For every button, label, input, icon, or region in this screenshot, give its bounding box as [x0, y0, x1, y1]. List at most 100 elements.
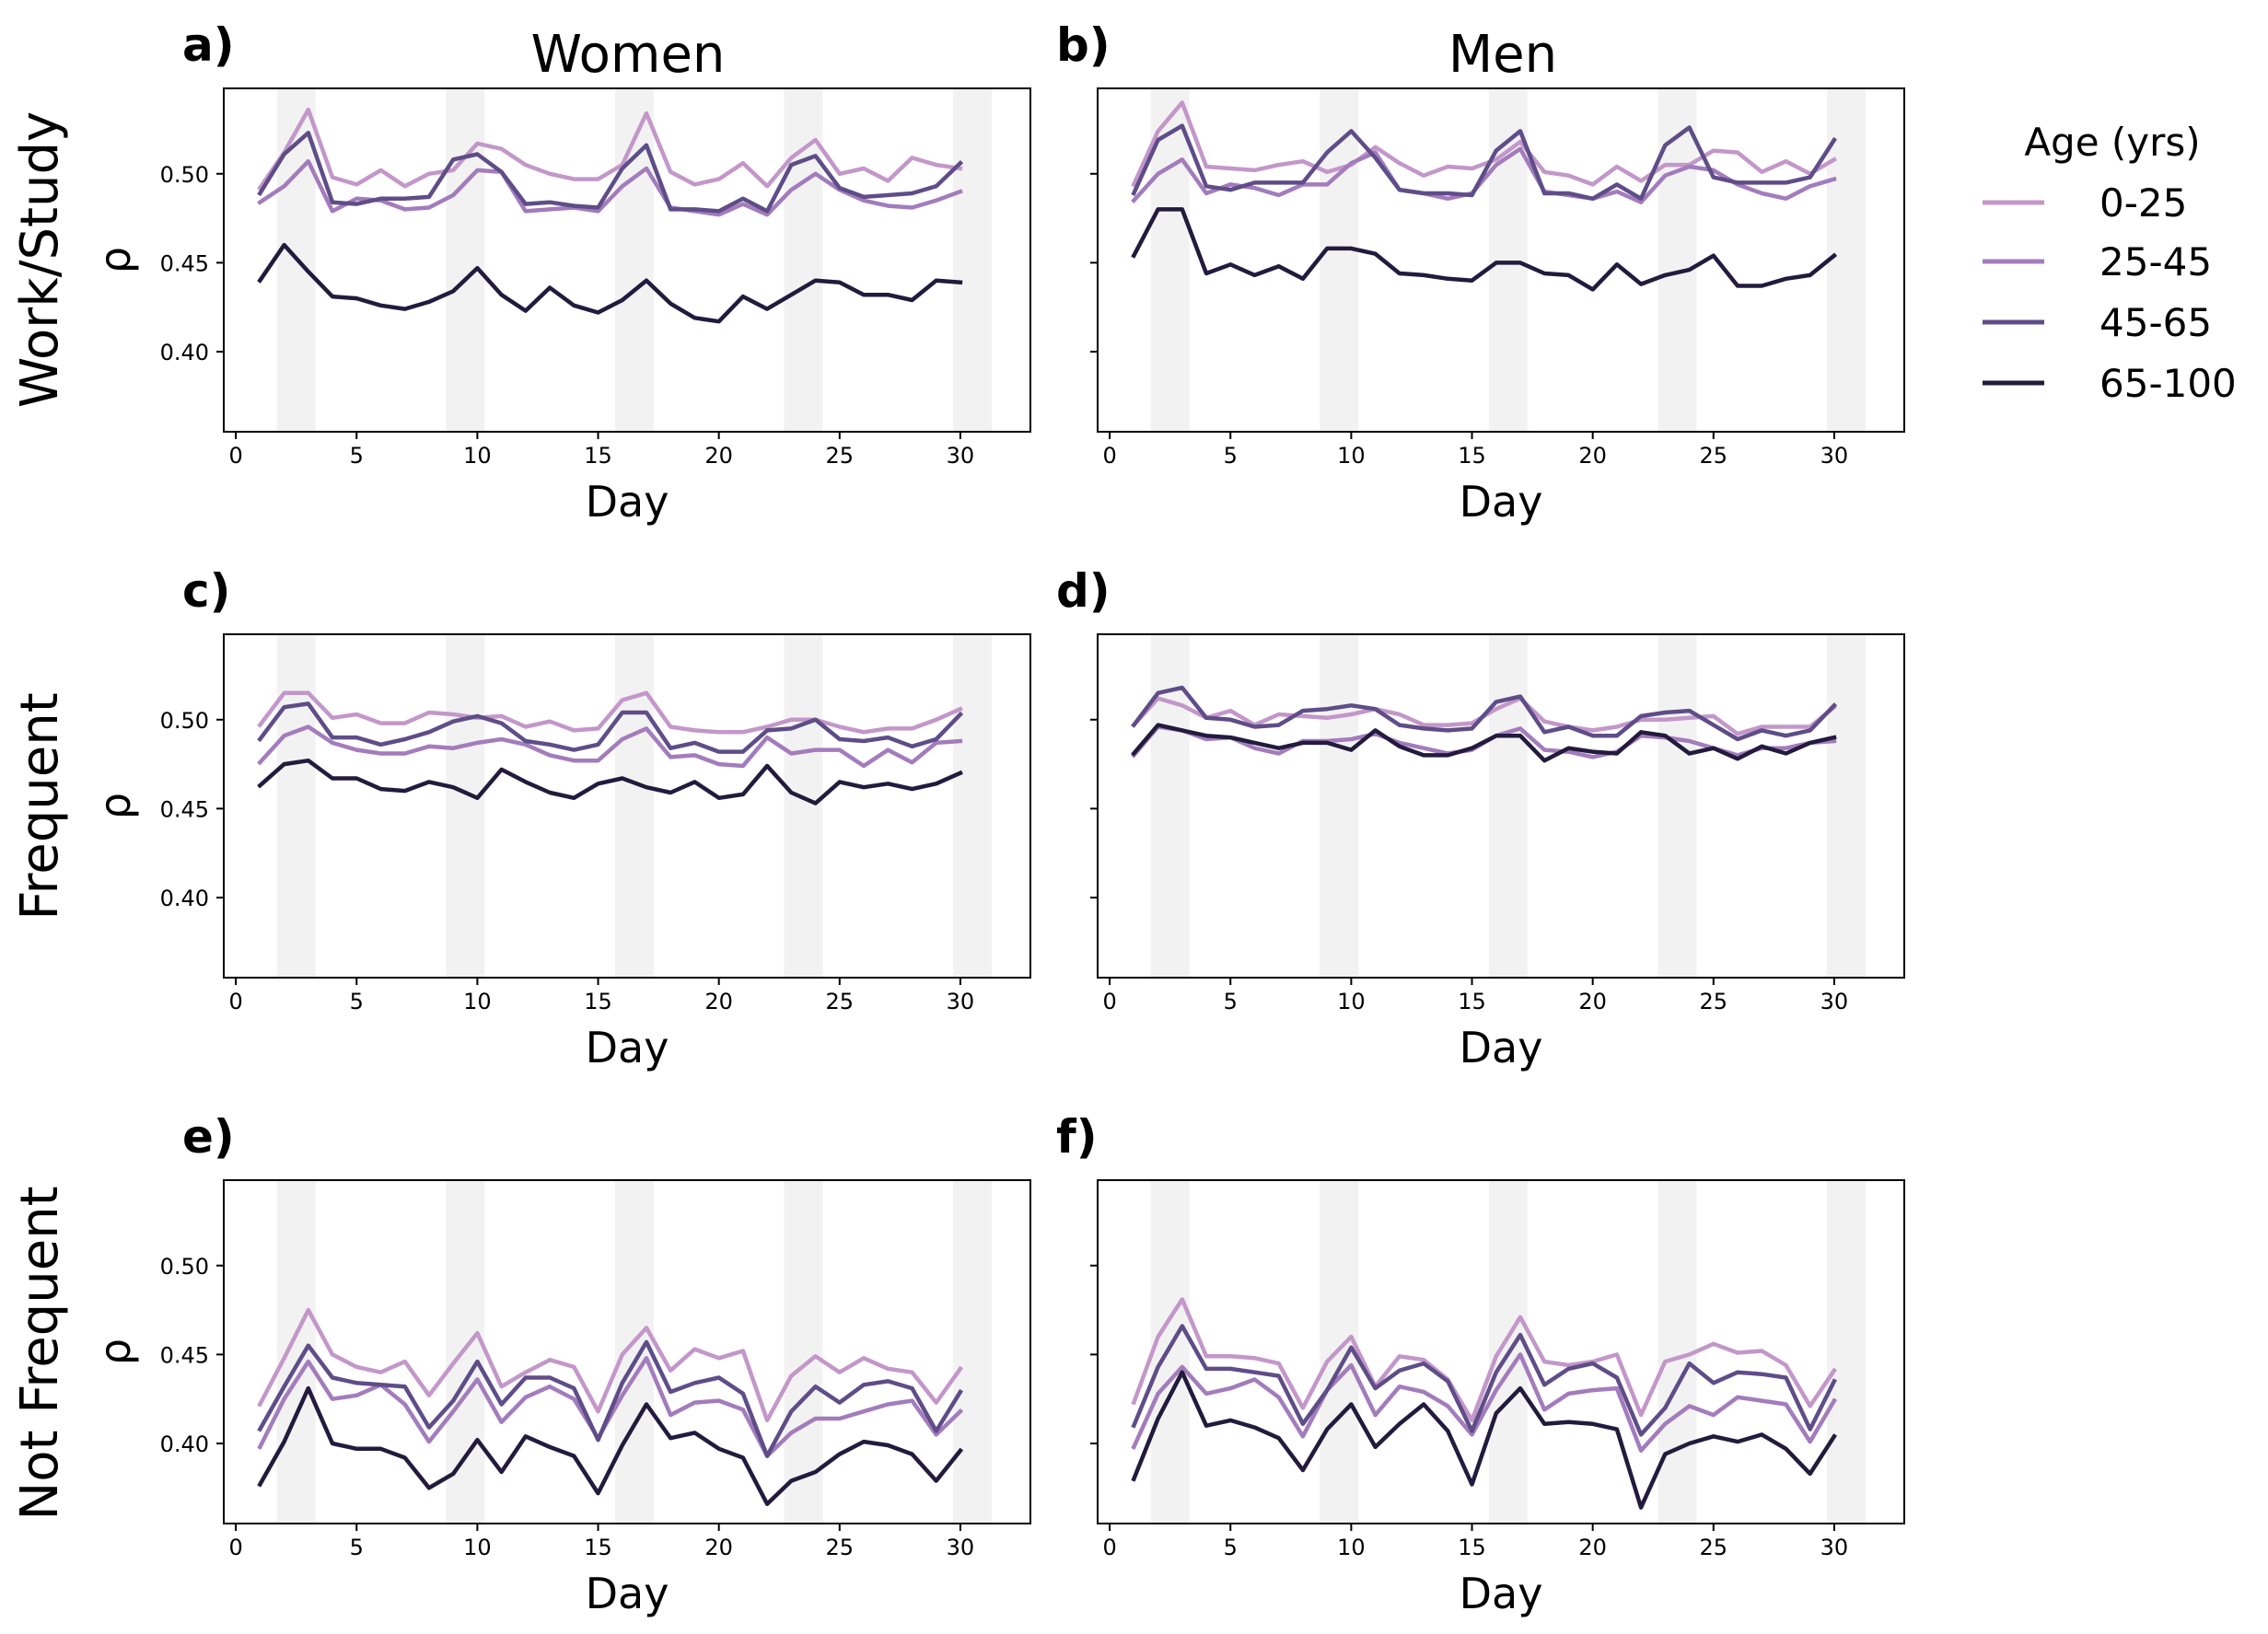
x-tick-label: 5 — [350, 1535, 364, 1560]
panels: 0 5 10 15 20 25 30 0.40 0.45 0.50 Day ρ a) 0 5 10 15 20 25… — [90, 18, 1905, 1618]
series-line-65-100 — [257, 1385, 964, 1506]
x-tick-label: 10 — [463, 443, 492, 469]
x-tick-label: 30 — [947, 989, 975, 1014]
x-tick-label: 15 — [584, 1535, 612, 1560]
axes-frame — [1097, 87, 1905, 433]
weekend-band — [1657, 1180, 1697, 1524]
series-line-65-100 — [1131, 723, 1837, 763]
weekend-band — [446, 1180, 485, 1524]
x-axis-label: Day — [586, 477, 669, 527]
x-tick-label: 10 — [1337, 989, 1366, 1014]
x-tick-label: 5 — [1224, 989, 1238, 1014]
weekend-band — [446, 88, 485, 432]
x-tick-label: 15 — [1458, 989, 1486, 1014]
series-line-25-45 — [1131, 146, 1837, 204]
panel-letter: f) — [1056, 1110, 1098, 1164]
x-tick-label: 10 — [463, 989, 492, 1014]
x-tick-label: 20 — [704, 1535, 733, 1560]
panel-letter: d) — [1056, 564, 1111, 618]
series-line-0-25 — [257, 107, 963, 191]
x-tick-label: 25 — [826, 989, 855, 1014]
series-line-45-65 — [1131, 685, 1838, 742]
x-tick-label: 5 — [1224, 443, 1238, 469]
x-tick-label: 25 — [826, 1535, 855, 1560]
weekend-band — [953, 634, 993, 978]
weekend-band — [1150, 634, 1190, 978]
y-axis-label: ρ — [90, 1338, 140, 1365]
axes-frame — [223, 633, 1031, 979]
y-tick-label: 0.40 — [160, 1431, 209, 1457]
series-line-65-100 — [1131, 1370, 1838, 1510]
x-tick-label: 0 — [1102, 1535, 1116, 1560]
y-tick-label: 0.50 — [160, 708, 209, 734]
y-axis-label: ρ — [90, 247, 140, 273]
panel-letter: e) — [182, 1110, 235, 1164]
weekend-band — [1827, 634, 1867, 978]
x-tick-label: 20 — [1578, 1535, 1607, 1560]
axes-frame — [1097, 633, 1905, 979]
weekend-band — [276, 634, 316, 978]
weekend-band — [614, 634, 654, 978]
y-tick-label: 0.45 — [160, 1342, 209, 1368]
weekend-band — [1657, 634, 1697, 978]
weekend-band — [1320, 634, 1359, 978]
legend-title: Age (yrs) — [2024, 120, 2200, 165]
weekend-band — [1657, 88, 1697, 432]
panel-d: 0 5 10 15 20 25 30 Day d) — [1056, 564, 1905, 1072]
weekend-band — [1320, 88, 1359, 432]
series-line-45-65 — [257, 131, 964, 214]
weekend-band — [953, 1180, 993, 1524]
weekend-band — [1827, 1180, 1867, 1524]
x-axis-label: Day — [1460, 477, 1543, 527]
x-tick-label: 25 — [826, 443, 855, 469]
series-line-45-65 — [1131, 1324, 1837, 1437]
weekend-band — [784, 634, 823, 978]
series-line-25-45 — [1131, 1352, 1837, 1454]
x-tick-label: 20 — [1578, 989, 1607, 1014]
x-tick-label: 20 — [1578, 443, 1607, 469]
panel-c: 0 5 10 15 20 25 30 0.40 0.45 0.50 Day ρ c) — [90, 564, 1031, 1072]
series-line-0-25 — [257, 690, 963, 735]
y-tick-label: 0.45 — [160, 796, 209, 822]
series-line-45-65 — [257, 701, 964, 754]
panel-letter: b) — [1056, 18, 1111, 72]
row-label-not-frequent: Not Frequent — [10, 1186, 70, 1520]
x-tick-label: 20 — [704, 989, 733, 1014]
x-tick-label: 15 — [584, 989, 612, 1014]
legend: Age (yrs) 0-25 25-45 45-65 65-100 — [1983, 120, 2237, 406]
series-line-45-65 — [1131, 123, 1838, 202]
series-line-25-45 — [257, 724, 963, 769]
series-line-0-25 — [1131, 1297, 1838, 1423]
series-line-65-100 — [257, 758, 963, 805]
x-tick-label: 15 — [584, 443, 612, 469]
series-line-45-65 — [257, 1339, 963, 1458]
x-tick-label: 15 — [1458, 443, 1486, 469]
x-tick-label: 0 — [1102, 443, 1116, 469]
panel-a: 0 5 10 15 20 25 30 0.40 0.45 0.50 Day ρ a) — [90, 18, 1031, 527]
weekend-band — [784, 88, 823, 432]
x-tick-label: 0 — [228, 443, 242, 469]
weekend-band — [1488, 634, 1528, 978]
x-tick-label: 30 — [1820, 989, 1849, 1014]
x-tick-label: 5 — [350, 989, 364, 1014]
x-axis-label: Day — [1460, 1569, 1543, 1618]
x-tick-label: 30 — [947, 1535, 975, 1560]
y-tick-label: 0.45 — [160, 250, 209, 276]
x-tick-label: 25 — [1700, 1535, 1728, 1560]
weekend-band — [446, 634, 485, 978]
x-tick-label: 30 — [947, 443, 975, 469]
y-tick-label: 0.50 — [160, 1254, 209, 1280]
axes-frame — [223, 1179, 1031, 1524]
axes-frame — [223, 87, 1031, 433]
x-axis-label: Day — [586, 1023, 669, 1072]
legend-label-3: 65-100 — [2099, 361, 2237, 406]
x-tick-label: 15 — [1458, 1535, 1486, 1560]
x-tick-label: 25 — [1700, 989, 1728, 1014]
weekend-band — [1150, 1180, 1190, 1524]
x-tick-label: 25 — [1700, 443, 1728, 469]
legend-label-2: 45-65 — [2099, 300, 2212, 345]
row-label-frequent: Frequent — [10, 692, 70, 920]
y-tick-label: 0.40 — [160, 340, 209, 365]
weekend-band — [1827, 88, 1867, 432]
